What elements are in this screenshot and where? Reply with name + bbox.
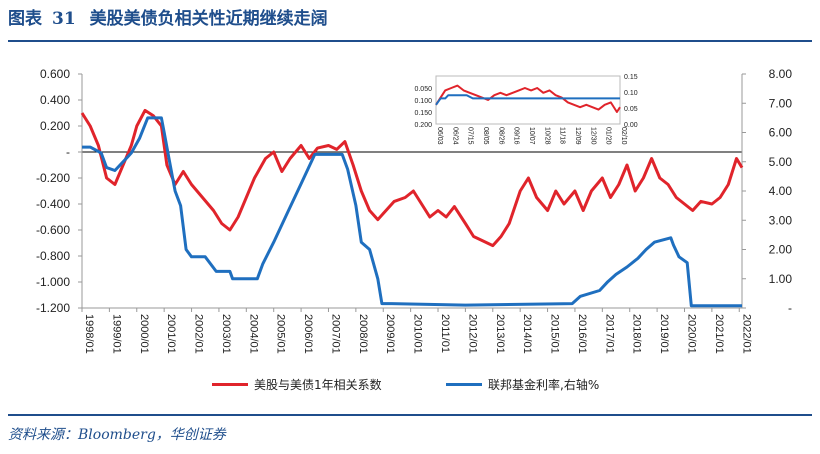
x-tick-label: 2015/01 (549, 314, 561, 354)
legend-swatch-blue (446, 383, 482, 386)
x-tick-label: 1998/01 (83, 314, 95, 354)
inset-x-tick-label: 08/26 (497, 127, 504, 145)
inset-plot-frame (435, 75, 621, 125)
inset-left-tick-label: 0.200 (414, 122, 432, 129)
x-tick-label: 2022/01 (740, 314, 752, 354)
x-tick-label: 1999/01 (110, 314, 122, 354)
x-tick-label: 2001/01 (165, 314, 177, 354)
right-tick-label: 8.00 (769, 67, 793, 81)
x-tick-label: 2009/01 (384, 314, 396, 354)
right-tick-label: 1.00 (769, 272, 793, 286)
x-tick-label: 2007/01 (329, 314, 341, 354)
right-tick-label: 7.00 (769, 96, 793, 110)
inset-left-tick-label: 0.100 (414, 98, 432, 105)
legend-label-fed-rate: 联邦基金利率,右轴% (488, 378, 600, 392)
figure-label: 图表 (8, 9, 42, 29)
left-tick-label: 0.400 (40, 93, 70, 107)
left-tick-label: -0.800 (36, 249, 70, 263)
inset-x-tick-label: 07/15 (467, 127, 474, 145)
right-tick-label: 6.00 (769, 126, 793, 140)
inset-fed-rate-line (435, 94, 620, 106)
inset-right-tick-label: 0.00 (624, 122, 638, 129)
left-tick-label: - (66, 145, 70, 159)
figure-title-text: 美股美债负相关性近期继续走阔 (89, 9, 328, 29)
chart-legend: 美股与美债1年相关系数 联邦基金利率,右轴% (0, 376, 820, 396)
x-tick-label: 2008/01 (357, 314, 369, 354)
x-tick-label: 2019/01 (658, 314, 670, 354)
legend-swatch-red (212, 383, 248, 386)
x-tick-label: 2014/01 (521, 314, 533, 354)
right-tick-label: 2.00 (769, 243, 793, 257)
right-tick-label: 3.00 (769, 213, 793, 227)
main-chart: 0.6000.4000.200--0.200-0.400-0.600-0.800… (36, 67, 793, 354)
inset-correlation-line (435, 84, 621, 113)
inset-x-tick-label: 01/20 (605, 127, 612, 145)
inset-x-tick-label: 02/10 (620, 127, 627, 145)
inset-x-tick-label: 12/30 (589, 127, 596, 145)
title-rule (8, 40, 812, 42)
x-tick-label: 2021/01 (713, 314, 725, 354)
x-tick-label: 2018/01 (631, 314, 643, 354)
inset-x-tick-label: 10/07 (528, 127, 535, 145)
x-tick-label: 2011/01 (439, 314, 451, 353)
x-tick-label: 2016/01 (576, 314, 588, 354)
inset-x-tick-label: 06/24 (451, 127, 458, 145)
inset-x-tick-label: 10/28 (543, 127, 550, 145)
inset-x-tick-label: 09/16 (513, 127, 520, 145)
inset-left-tick-label: 0.150 (414, 110, 432, 117)
left-tick-label: -1.000 (36, 275, 70, 289)
inset-x-tick-label: 11/18 (559, 127, 566, 144)
source-rule (8, 414, 812, 416)
left-tick-label: 0.200 (40, 119, 70, 133)
x-tick-label: 2004/01 (247, 314, 259, 354)
legend-item-fed-rate: 联邦基金利率,右轴% (446, 376, 599, 393)
x-tick-label: 2020/01 (685, 314, 697, 354)
right-tick-label: 5.00 (769, 155, 793, 169)
legend-item-correlation: 美股与美债1年相关系数 (212, 376, 382, 393)
correlation-series-line (80, 108, 744, 248)
left-tick-label: 0.600 (40, 67, 70, 81)
left-tick-label: -1.200 (36, 301, 70, 315)
x-tick-label: 2017/01 (603, 314, 615, 354)
inset-left-tick-label: 0.050 (414, 86, 432, 93)
x-tick-label: 2003/01 (220, 314, 232, 354)
x-tick-label: 2006/01 (302, 314, 314, 354)
x-tick-label: 2012/01 (466, 314, 478, 354)
figure-title: 图表 31 美股美债负相关性近期继续走阔 (8, 4, 328, 29)
inset-right-tick-label: 0.10 (624, 90, 638, 97)
x-tick-label: 2013/01 (494, 314, 506, 354)
inset-x-tick-label: 12/09 (574, 127, 581, 145)
x-tick-label: 2005/01 (275, 314, 287, 354)
inset-right-tick-label: 0.15 (624, 74, 638, 81)
left-tick-label: -0.400 (36, 197, 70, 211)
fed-rate-series-line (82, 116, 742, 308)
x-tick-label: 2002/01 (193, 314, 205, 354)
legend-label-correlation: 美股与美债1年相关系数 (254, 378, 382, 392)
figure-number: 31 (52, 9, 76, 29)
inset-x-tick-label: 08/05 (482, 127, 489, 145)
right-tick-label: 4.00 (769, 184, 793, 198)
inset-right-tick-label: 0.05 (624, 106, 638, 113)
x-tick-label: 2000/01 (138, 314, 150, 354)
left-tick-label: -0.600 (36, 223, 70, 237)
inset-x-tick-label: 06/03 (436, 127, 443, 145)
source-note: 资料来源：Bloomberg，华创证券 (8, 427, 226, 443)
x-tick-label: 2010/01 (412, 314, 424, 354)
right-tick-label: - (788, 301, 792, 315)
left-tick-label: -0.200 (36, 171, 70, 185)
